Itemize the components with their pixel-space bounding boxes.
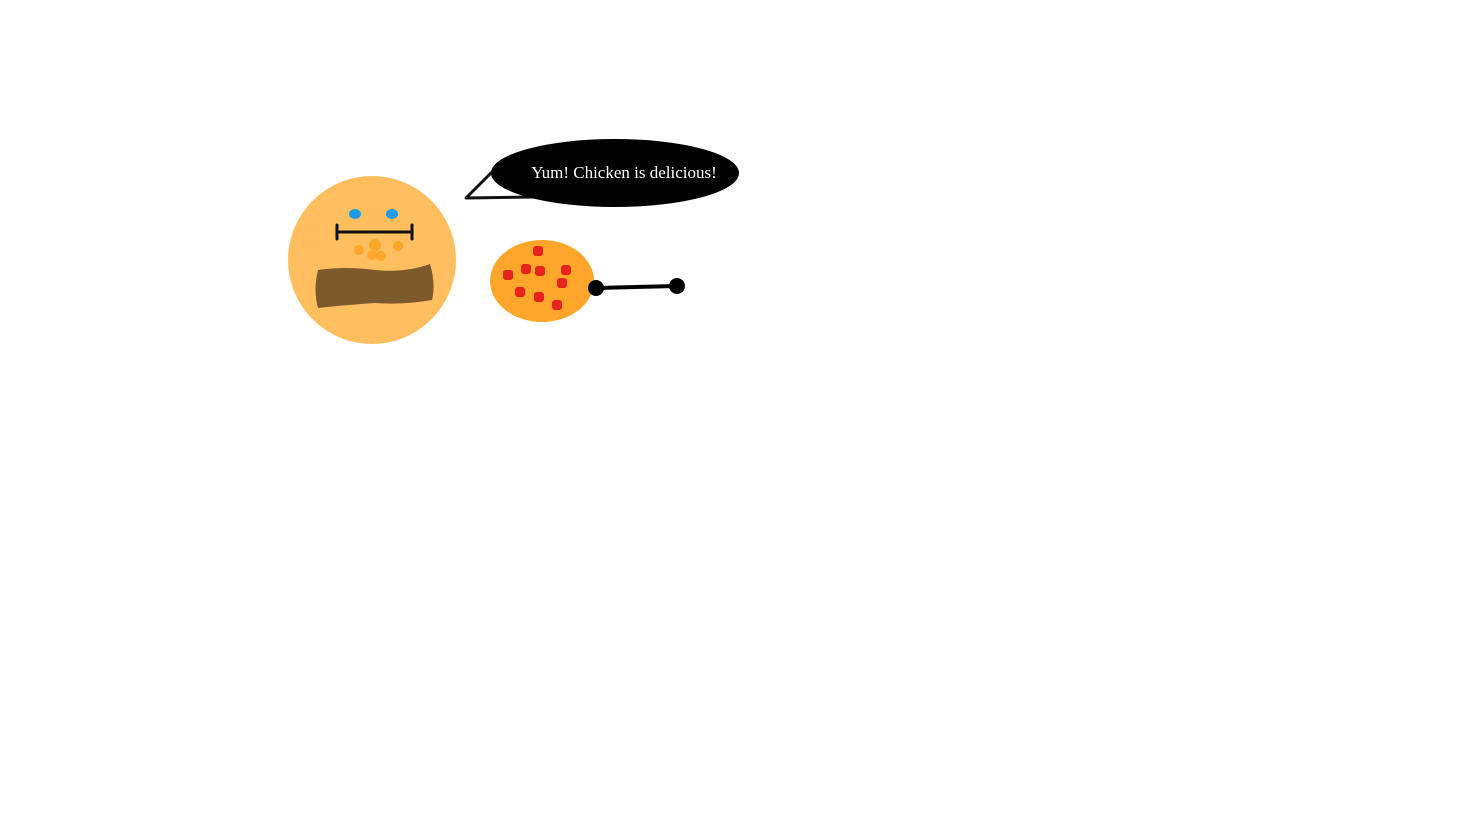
brow-bar bbox=[335, 223, 414, 241]
speech-bubble-body bbox=[491, 139, 739, 207]
right-eye bbox=[386, 209, 398, 219]
drumstick-meat bbox=[490, 240, 594, 322]
mustache bbox=[315, 264, 434, 308]
drumstick-spots bbox=[503, 246, 571, 310]
cartoon-face-icon bbox=[288, 176, 456, 344]
chicken-drumstick-icon bbox=[490, 240, 685, 322]
speech-bubble-text: Yum! Chicken is delicious! bbox=[531, 163, 717, 182]
speech-bubble-tail bbox=[464, 170, 537, 200]
left-eye bbox=[349, 209, 361, 219]
speech-bubble: Yum! Chicken is delicious! bbox=[464, 139, 739, 207]
drumstick-bone bbox=[588, 278, 685, 296]
nose-spots bbox=[354, 239, 403, 261]
